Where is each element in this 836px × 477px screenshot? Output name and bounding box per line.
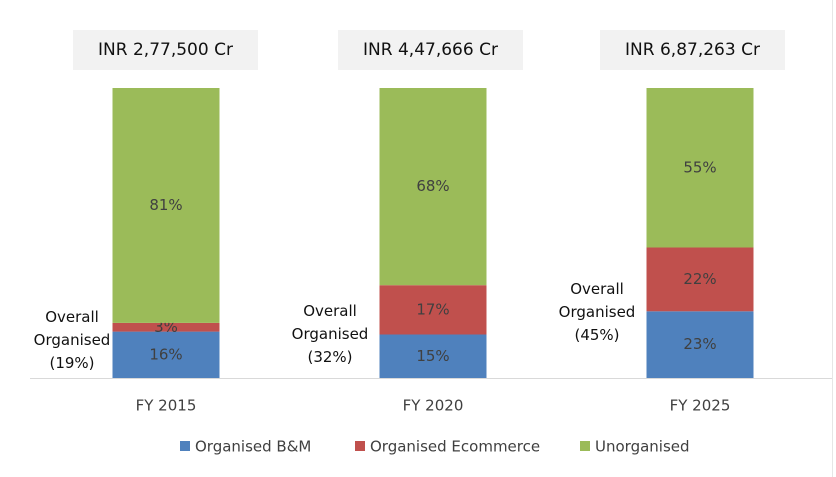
- organised-label: Overall Organised (32%): [291, 302, 369, 366]
- legend-label: Organised Ecommerce: [370, 438, 540, 456]
- value-label: 55%: [683, 158, 716, 176]
- x-tick-label: FY 2020: [403, 397, 464, 415]
- total-label: INR 2,77,500 Cr: [73, 30, 258, 70]
- bar-segment: [112, 331, 220, 378]
- value-label: 81%: [149, 196, 182, 214]
- value-label: 68%: [416, 177, 449, 195]
- legend-swatch: [180, 441, 190, 451]
- bar-segment: [379, 88, 487, 286]
- organised-label: Overall Organised (19%): [33, 308, 111, 372]
- bar-segment: [646, 88, 754, 248]
- bar-segment: [112, 88, 220, 323]
- total-label: INR 4,47,666 Cr: [338, 30, 523, 70]
- value-label: 17%: [416, 300, 449, 318]
- legend-label: Organised B&M: [195, 438, 311, 456]
- bar-segment: [646, 311, 754, 378]
- value-label: 22%: [683, 270, 716, 288]
- x-tick-label: FY 2025: [670, 397, 731, 415]
- total-label: INR 6,87,263 Cr: [600, 30, 785, 70]
- bar-segment: [646, 247, 754, 312]
- legend-label: Unorganised: [595, 438, 690, 456]
- bar-segment: [379, 285, 487, 335]
- value-label: 16%: [149, 345, 182, 363]
- value-label: 15%: [416, 347, 449, 365]
- bar-segment: [379, 334, 487, 378]
- legend-swatch: [355, 441, 365, 451]
- bar-segment: [112, 322, 220, 332]
- organised-label: Overall Organised (45%): [558, 280, 636, 344]
- value-label: 23%: [683, 335, 716, 353]
- x-tick-label: FY 2015: [136, 397, 197, 415]
- legend-swatch: [580, 441, 590, 451]
